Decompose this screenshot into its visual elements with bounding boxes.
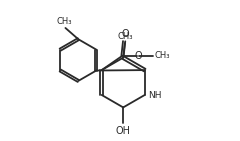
Text: OH: OH <box>116 126 131 136</box>
Text: O: O <box>121 29 129 39</box>
Text: CH₃: CH₃ <box>154 51 170 60</box>
Text: CH₃: CH₃ <box>117 32 132 41</box>
Text: O: O <box>134 51 142 61</box>
Text: CH₃: CH₃ <box>57 17 72 26</box>
Text: NH: NH <box>148 91 161 100</box>
